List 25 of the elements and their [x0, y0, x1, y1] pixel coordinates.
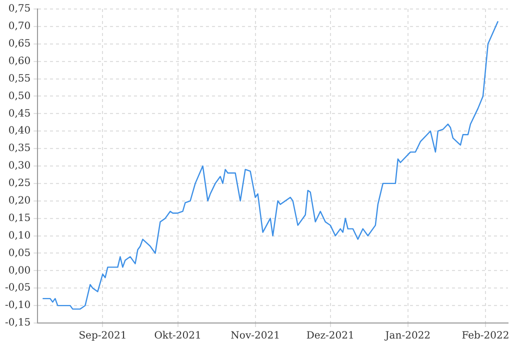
y-tick-label: 0,00 — [8, 265, 31, 276]
y-tick-label: 0,15 — [8, 212, 31, 224]
y-tick-label: 0,65 — [8, 38, 31, 50]
y-tick-label: 0,25 — [8, 178, 31, 190]
y-tick-label: 0,50 — [8, 90, 31, 102]
x-tick-label: Okt-2021 — [154, 330, 202, 342]
x-tick-label: Sep-2021 — [78, 330, 127, 342]
x-tick-label: Feb-2022 — [462, 330, 510, 342]
y-tick-label: 0,40 — [8, 126, 31, 137]
y-tick-label: 0,60 — [8, 56, 31, 67]
x-tick-label: Dez-2021 — [306, 330, 354, 342]
y-tick-label: 0,30 — [8, 160, 31, 172]
y-tick-label: -0,15 — [4, 318, 31, 329]
x-tick-label: Nov-2021 — [230, 330, 280, 342]
x-tick-label: Jan-2022 — [384, 330, 431, 342]
y-tick-label: 0,35 — [8, 143, 31, 154]
y-tick-label: -0,10 — [4, 300, 31, 312]
y-tick-label: -0,05 — [4, 282, 31, 294]
y-tick-label: 0,20 — [8, 195, 31, 206]
y-tick-label: 0,70 — [8, 21, 31, 32]
y-tick-label: 0,05 — [8, 248, 31, 259]
y-tick-label: 0,75 — [8, 4, 31, 15]
y-tick-label: 0,10 — [8, 230, 31, 242]
y-tick-label: 0,55 — [8, 73, 31, 84]
y-tick-label: 0,45 — [8, 108, 31, 120]
